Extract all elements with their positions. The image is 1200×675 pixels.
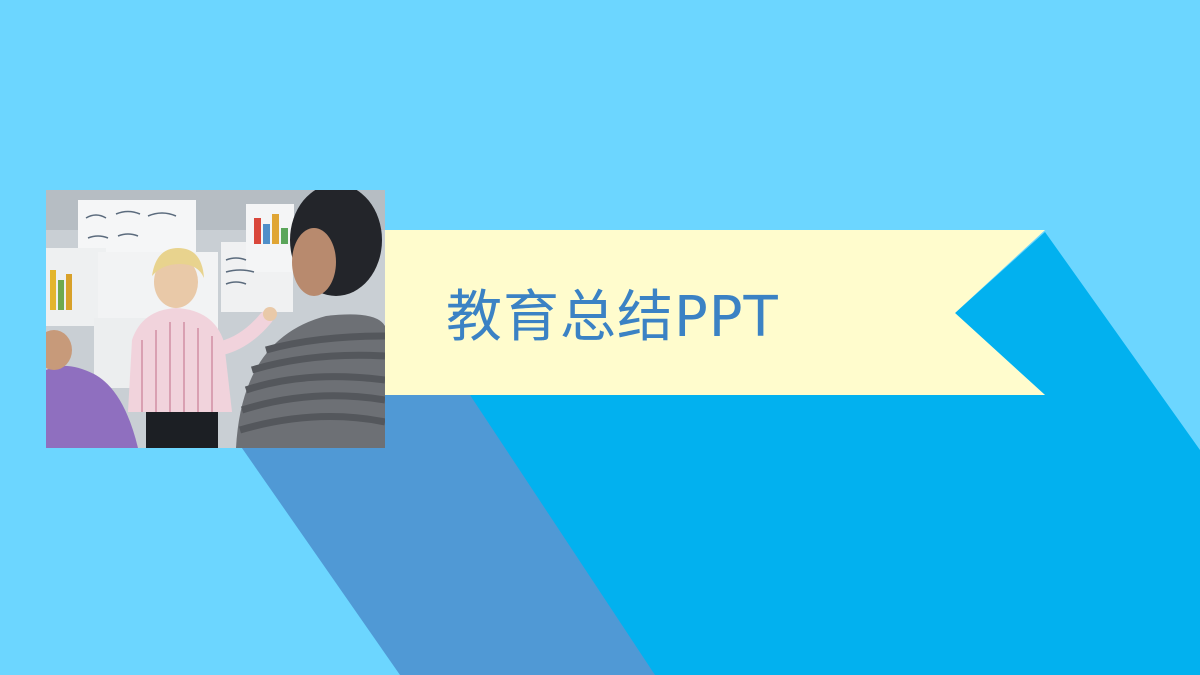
title-banner (385, 230, 1045, 395)
slide-title: 教育总结PPT (446, 285, 779, 350)
classroom-photo (46, 190, 385, 448)
accent-band (470, 232, 1200, 675)
shadow-band (205, 395, 740, 675)
